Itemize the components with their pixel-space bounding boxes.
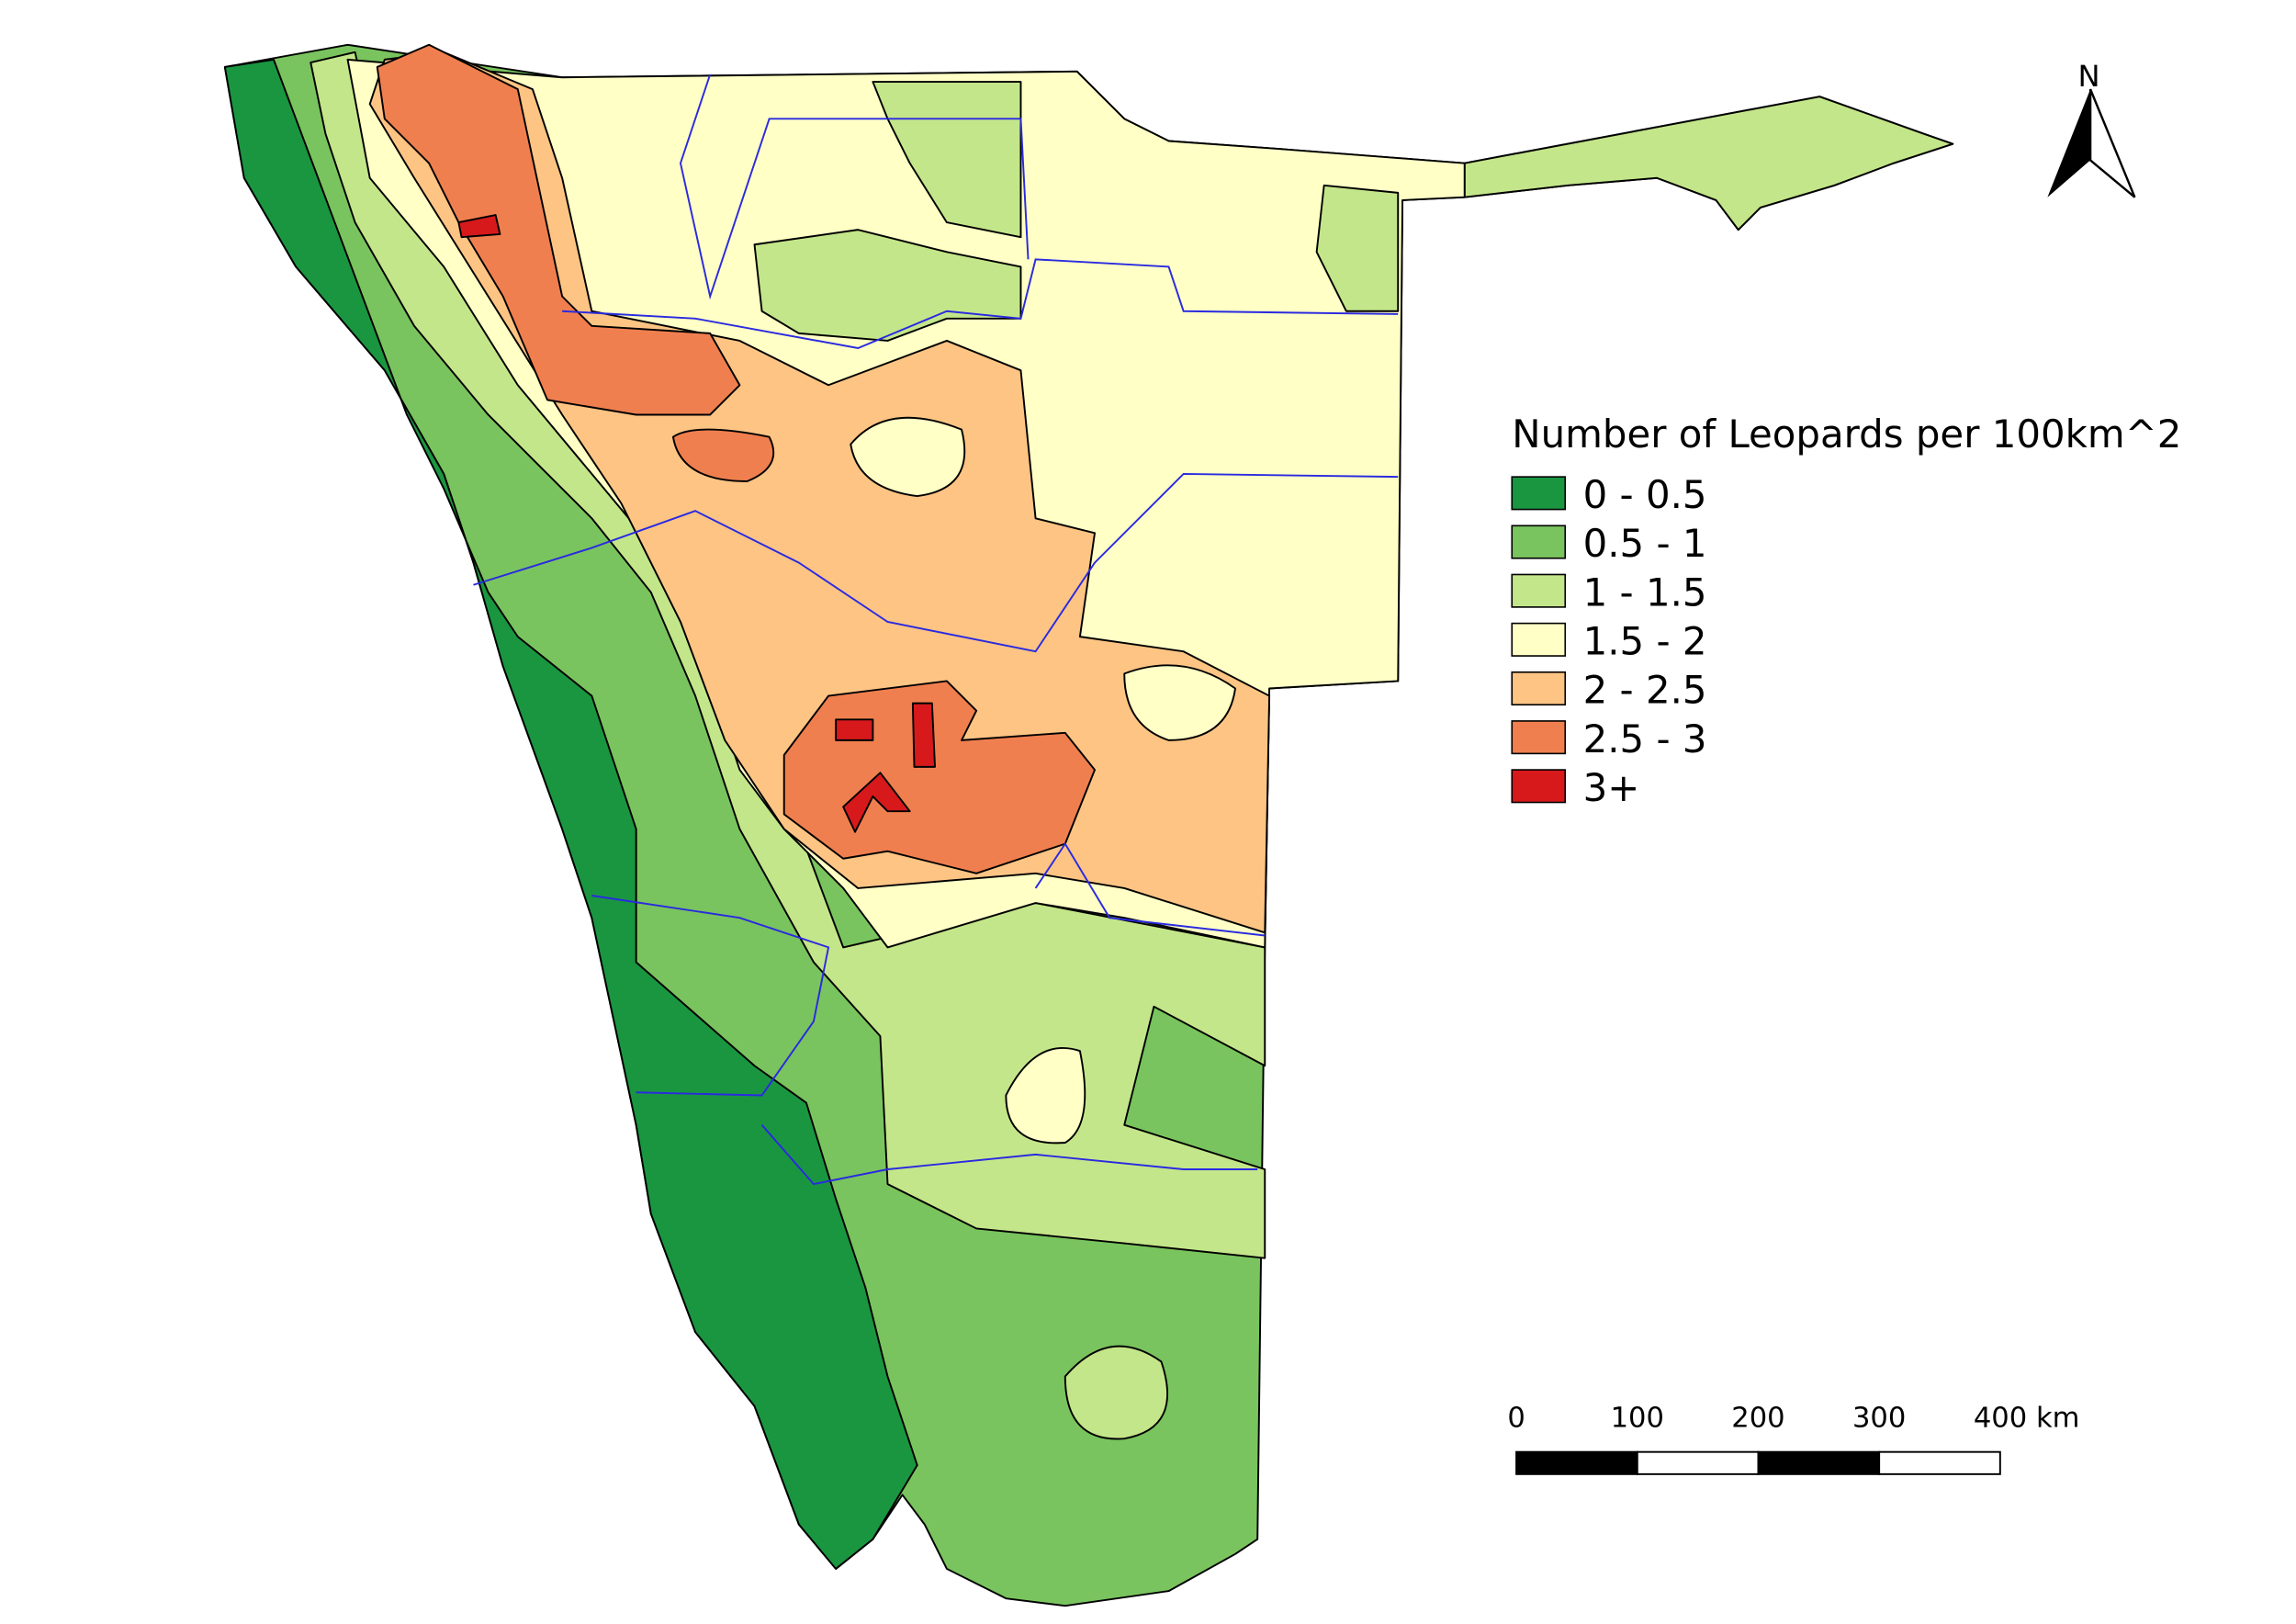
legend-swatch	[1511, 476, 1567, 511]
legend-label: 2 - 2.5	[1583, 668, 1707, 713]
density-region	[457, 214, 501, 239]
legend-swatch	[1511, 720, 1567, 755]
legend-label: 0 - 0.5	[1583, 472, 1707, 517]
density-region	[1064, 1345, 1169, 1440]
scale-segment	[1515, 1450, 1638, 1475]
legend-label: 3+	[1583, 765, 1640, 810]
legend-swatch	[1511, 671, 1567, 706]
scale-segment	[1878, 1450, 2001, 1475]
density-region	[753, 229, 1022, 342]
scale-label: 0	[1507, 1402, 1525, 1434]
legend-swatch	[1511, 769, 1567, 804]
density-region	[1005, 1046, 1086, 1145]
density-region	[1315, 184, 1400, 312]
density-region	[368, 51, 1271, 934]
scale-bar: 0 100 200 300 400 km	[1507, 1402, 2080, 1475]
scale-segment	[1636, 1450, 1760, 1475]
boundary-line	[473, 472, 1399, 653]
legend-label: 0.5 - 1	[1583, 521, 1707, 566]
boundary-line	[562, 258, 1399, 350]
map-regions	[223, 43, 1954, 1607]
density-region	[842, 772, 911, 833]
boundary-line	[591, 895, 830, 1097]
north-arrow: N	[2047, 59, 2136, 198]
legend-swatch	[1511, 524, 1567, 559]
density-region	[1463, 96, 1954, 231]
legend-label: 2.5 - 3	[1583, 716, 1707, 761]
boundary-line	[760, 1124, 1258, 1186]
density-region	[1123, 664, 1237, 741]
density-region	[911, 702, 937, 768]
density-region	[850, 416, 966, 498]
scale-label: 400 km	[1974, 1402, 2080, 1434]
scale-label: 200	[1731, 1402, 1784, 1434]
legend: Number of Leopards per 100km^2 0 - 0.50.…	[1511, 412, 2181, 810]
north-arrow-half	[2088, 88, 2136, 198]
legend-title: Number of Leopards per 100km^2	[1512, 412, 2181, 457]
boundaries	[473, 73, 1399, 1186]
legend-label: 1.5 - 2	[1583, 618, 1707, 663]
north-label: N	[2077, 59, 2099, 94]
legend-swatch	[1511, 573, 1567, 608]
scale-label: 300	[1852, 1402, 1906, 1434]
legend-swatch	[1511, 622, 1567, 657]
boundary-line	[1034, 841, 1266, 937]
legend-label: 1 - 1.5	[1583, 570, 1707, 615]
boundary-line	[679, 73, 1030, 300]
density-region	[671, 428, 775, 482]
scale-segment	[1757, 1450, 1881, 1475]
density-region	[223, 58, 918, 1570]
density-region	[835, 718, 874, 741]
scale-label: 100	[1611, 1402, 1664, 1434]
density-region	[376, 43, 741, 416]
